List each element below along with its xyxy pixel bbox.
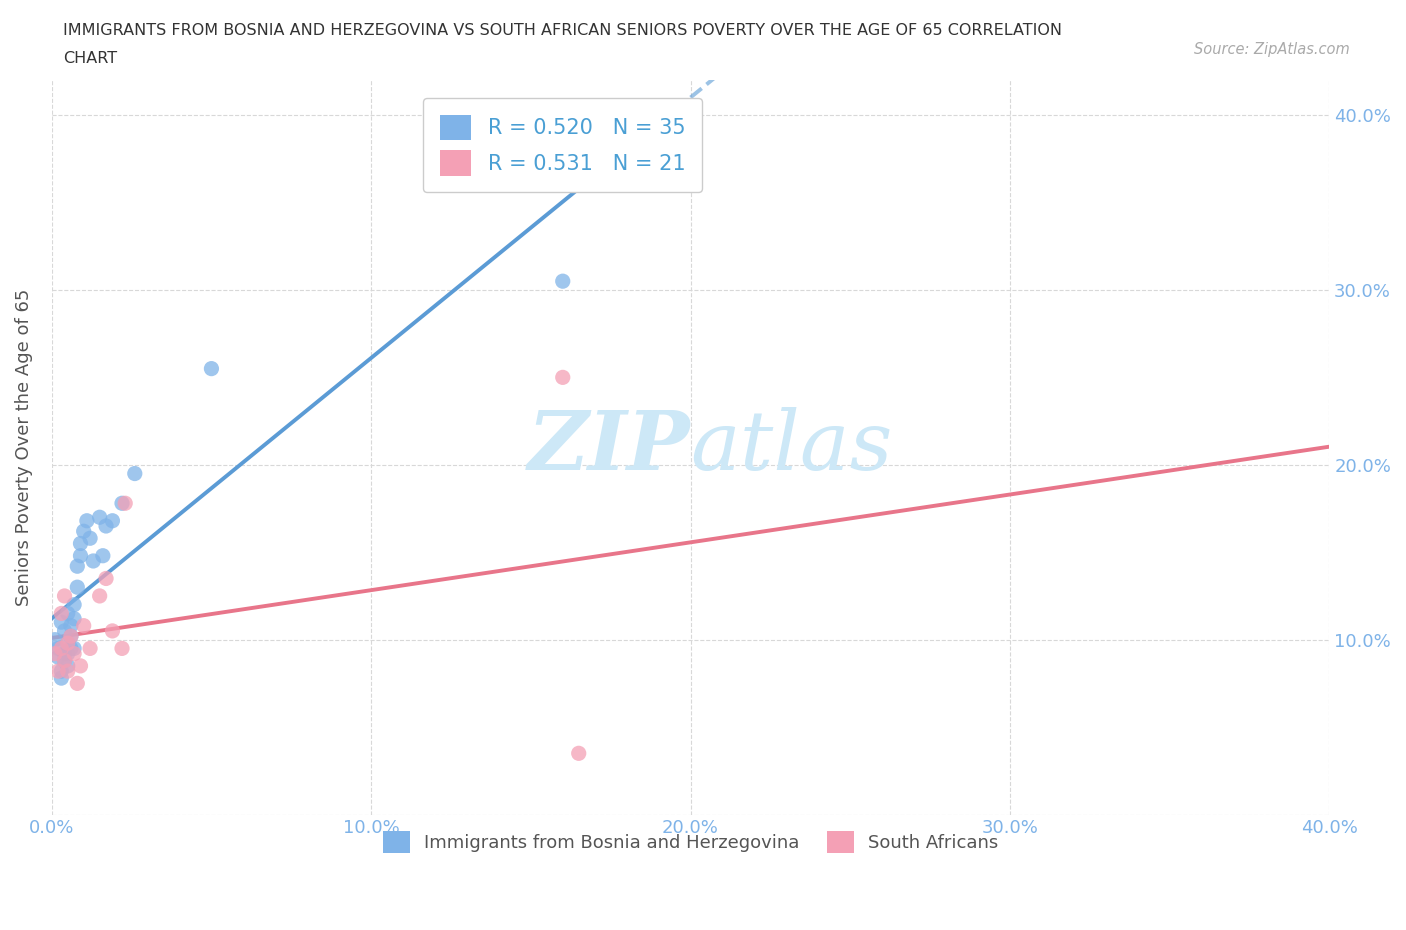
Point (59, 618, 82, 633)
Point (46, 650, 69, 665)
Point (111, 641, 134, 656)
Point (46, 664, 69, 679)
Point (51, 615, 73, 630)
Point (59, 629, 82, 644)
Point (79, 641, 101, 656)
Point (53, 653, 76, 668)
Point (114, 496, 136, 511)
Text: Source: ZipAtlas.com: Source: ZipAtlas.com (1194, 42, 1350, 57)
Point (76, 513, 98, 528)
Point (94, 571, 117, 586)
Point (53, 646, 76, 661)
Point (46, 641, 69, 656)
Point (66, 559, 89, 574)
Point (59, 641, 82, 656)
Legend: Immigrants from Bosnia and Herzegovina, South Africans: Immigrants from Bosnia and Herzegovina, … (375, 824, 1005, 860)
Point (73, 524, 96, 538)
Point (56, 658, 79, 673)
Point (79, 531, 101, 546)
Point (82, 553, 104, 568)
Point (56, 636, 79, 651)
Point (56, 664, 79, 679)
Point (73, 618, 96, 633)
Point (53, 653, 76, 668)
Point (63, 611, 86, 626)
Point (91, 549, 114, 564)
Point (101, 513, 124, 528)
Y-axis label: Seniors Poverty Over the Age of 65: Seniors Poverty Over the Age of 65 (15, 288, 32, 606)
Point (63, 641, 86, 656)
Point (200, 361, 222, 376)
Text: ZIP: ZIP (527, 407, 690, 487)
Point (51, 641, 73, 656)
Point (44, 646, 66, 661)
Point (124, 466, 146, 481)
Point (94, 519, 117, 534)
Point (551, 370, 574, 385)
Point (63, 646, 86, 661)
Point (66, 579, 89, 594)
Point (63, 597, 86, 612)
Point (568, 746, 591, 761)
Point (51, 664, 73, 679)
Point (69, 549, 91, 564)
Point (51, 671, 73, 685)
Point (69, 536, 91, 551)
Point (56, 606, 79, 621)
Text: atlas: atlas (690, 407, 893, 487)
Text: CHART: CHART (63, 51, 117, 66)
Point (89, 589, 111, 604)
Point (89, 510, 111, 525)
Point (111, 496, 134, 511)
Point (69, 658, 91, 673)
Point (551, 273, 574, 288)
Point (66, 676, 89, 691)
Point (53, 589, 76, 604)
Point (101, 623, 124, 638)
Point (56, 646, 79, 661)
Point (51, 606, 73, 621)
Point (59, 629, 82, 644)
Point (53, 623, 76, 638)
Point (56, 636, 79, 651)
Point (44, 632, 66, 647)
Text: IMMIGRANTS FROM BOSNIA AND HERZEGOVINA VS SOUTH AFRICAN SENIORS POVERTY OVER THE: IMMIGRANTS FROM BOSNIA AND HERZEGOVINA V… (63, 23, 1063, 38)
